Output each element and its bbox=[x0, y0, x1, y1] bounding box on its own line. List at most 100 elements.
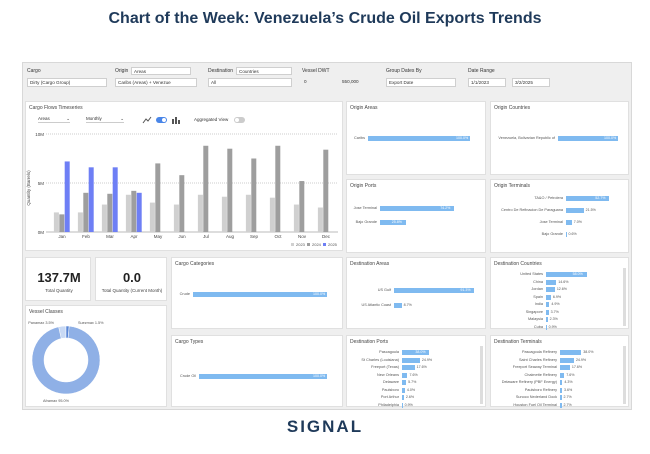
bar[interactable] bbox=[560, 365, 570, 370]
bar[interactable] bbox=[546, 324, 547, 330]
bar[interactable] bbox=[394, 288, 475, 293]
x-tick-label: Aug bbox=[226, 234, 235, 239]
bar-2023-mar[interactable] bbox=[101, 204, 107, 232]
total-quantity-card: 137.7M Total Quantity bbox=[25, 257, 91, 301]
bar-2024-aug[interactable] bbox=[227, 148, 233, 232]
bar-2025-jan[interactable] bbox=[64, 161, 70, 232]
legend-swatch-2025 bbox=[323, 243, 326, 246]
period-select[interactable]: Monthly ⌄ bbox=[86, 116, 124, 123]
bar-value: 6.9% bbox=[552, 294, 562, 299]
bar-label: Chalmette Refinery bbox=[524, 372, 558, 377]
destination-mode-select[interactable]: Countries bbox=[236, 67, 292, 75]
bar[interactable] bbox=[566, 220, 572, 225]
bar-2024-apr[interactable] bbox=[131, 190, 137, 232]
bar-label: Port Arthur bbox=[380, 395, 399, 399]
scrollbar[interactable] bbox=[623, 346, 626, 404]
vessel-dwt-min[interactable]: 0 bbox=[304, 79, 307, 84]
line-chart-icon[interactable] bbox=[142, 116, 152, 124]
bar-2024-mar[interactable] bbox=[107, 193, 113, 232]
bar-chart-icon[interactable] bbox=[171, 116, 181, 124]
bar-2024-may[interactable] bbox=[155, 163, 161, 232]
bar[interactable] bbox=[546, 279, 557, 285]
bar[interactable] bbox=[402, 395, 404, 400]
scrollbar[interactable] bbox=[480, 346, 483, 404]
bar[interactable] bbox=[566, 232, 567, 237]
bar-2024-jul[interactable] bbox=[203, 145, 209, 232]
bar-2024-dec[interactable] bbox=[323, 149, 329, 232]
bar[interactable] bbox=[546, 287, 555, 292]
bar-2024-feb[interactable] bbox=[83, 192, 89, 232]
chart-toggle[interactable] bbox=[156, 117, 167, 123]
bar[interactable] bbox=[402, 380, 407, 385]
bar-2023-aug[interactable] bbox=[221, 196, 227, 232]
bar-2023-dec[interactable] bbox=[317, 207, 323, 233]
total-quantity-label: Total Quantity bbox=[45, 288, 73, 293]
bar-2023-feb[interactable] bbox=[77, 212, 83, 232]
bar[interactable] bbox=[560, 380, 563, 385]
group-by-select[interactable]: Areas ⌄ bbox=[38, 116, 70, 123]
bar[interactable] bbox=[402, 365, 415, 370]
bar-2023-apr[interactable] bbox=[125, 194, 131, 232]
bar[interactable] bbox=[402, 350, 430, 355]
bar-2024-jun[interactable] bbox=[179, 175, 185, 232]
cargo-select[interactable]: Dirty (Cargo Group) bbox=[27, 78, 107, 87]
bar-label: Centro De Refinacion De Paraguana bbox=[501, 208, 563, 212]
bar-label: Delaware Refinery (PBF Energy) bbox=[501, 380, 557, 384]
bar-2024-jan[interactable] bbox=[59, 214, 65, 232]
bar[interactable] bbox=[546, 317, 548, 322]
bar-label: Pascagoula Refinery bbox=[521, 350, 557, 354]
date-range-end[interactable]: 3/2/2025 bbox=[512, 78, 550, 87]
bar[interactable] bbox=[199, 374, 327, 379]
bar[interactable] bbox=[394, 303, 402, 308]
origin-select[interactable]: Caribs (Areas) + Venezue bbox=[115, 78, 197, 87]
bar-2023-sep[interactable] bbox=[245, 194, 251, 232]
bar[interactable] bbox=[560, 350, 582, 355]
bar[interactable] bbox=[560, 395, 562, 400]
bar[interactable] bbox=[560, 387, 563, 393]
bar[interactable] bbox=[368, 136, 470, 141]
bar-value: 14.6% bbox=[558, 279, 569, 284]
bar[interactable] bbox=[402, 402, 403, 408]
bar-2024-sep[interactable] bbox=[251, 158, 257, 233]
bar[interactable] bbox=[546, 302, 550, 307]
donut-slice-aframax[interactable] bbox=[31, 325, 101, 395]
origin-mode-select[interactable]: Areas bbox=[131, 67, 191, 75]
bar[interactable] bbox=[402, 387, 405, 393]
bar[interactable] bbox=[546, 309, 549, 315]
bar-value: 3.7% bbox=[550, 309, 559, 314]
bar-2023-jul[interactable] bbox=[197, 194, 203, 232]
group-dates-select[interactable]: Export Date bbox=[386, 78, 456, 87]
bar-2025-mar[interactable] bbox=[112, 167, 118, 232]
bar-2023-oct[interactable] bbox=[269, 197, 275, 232]
vessel-dwt-max[interactable]: 550,000 bbox=[342, 79, 359, 84]
bar-2024-oct[interactable] bbox=[275, 145, 281, 232]
bar[interactable] bbox=[546, 272, 587, 277]
bar-2025-apr[interactable] bbox=[136, 192, 142, 232]
bar-2025-feb[interactable] bbox=[88, 167, 94, 232]
bar[interactable] bbox=[380, 220, 406, 225]
destination-select[interactable]: All bbox=[208, 78, 292, 87]
bar[interactable] bbox=[546, 294, 551, 300]
date-range-start[interactable]: 1/1/2023 bbox=[468, 78, 506, 87]
bar[interactable] bbox=[566, 196, 610, 201]
bar-2023-may[interactable] bbox=[149, 202, 155, 232]
bar-2023-jan[interactable] bbox=[53, 212, 59, 232]
bar-2023-nov[interactable] bbox=[293, 204, 299, 232]
aggregated-view-toggle[interactable] bbox=[234, 117, 245, 123]
bar[interactable] bbox=[560, 402, 562, 408]
bar[interactable] bbox=[402, 372, 408, 378]
bar[interactable] bbox=[558, 136, 618, 141]
bar-value: 100.0% bbox=[313, 292, 326, 296]
bar-2024-nov[interactable] bbox=[299, 181, 305, 232]
bar-2023-jun[interactable] bbox=[173, 204, 179, 232]
bar[interactable] bbox=[193, 292, 327, 297]
scrollbar[interactable] bbox=[623, 268, 626, 326]
bar-value: 38.0% bbox=[583, 350, 594, 354]
bar[interactable] bbox=[560, 357, 574, 363]
bar[interactable] bbox=[566, 208, 584, 213]
bar[interactable] bbox=[402, 357, 420, 363]
legend-label-2023: 2023 bbox=[296, 242, 306, 247]
bar[interactable] bbox=[380, 206, 455, 211]
current-month-card: 0.0 Total Quantity (Current Month) bbox=[95, 257, 167, 301]
bar[interactable] bbox=[560, 372, 565, 378]
